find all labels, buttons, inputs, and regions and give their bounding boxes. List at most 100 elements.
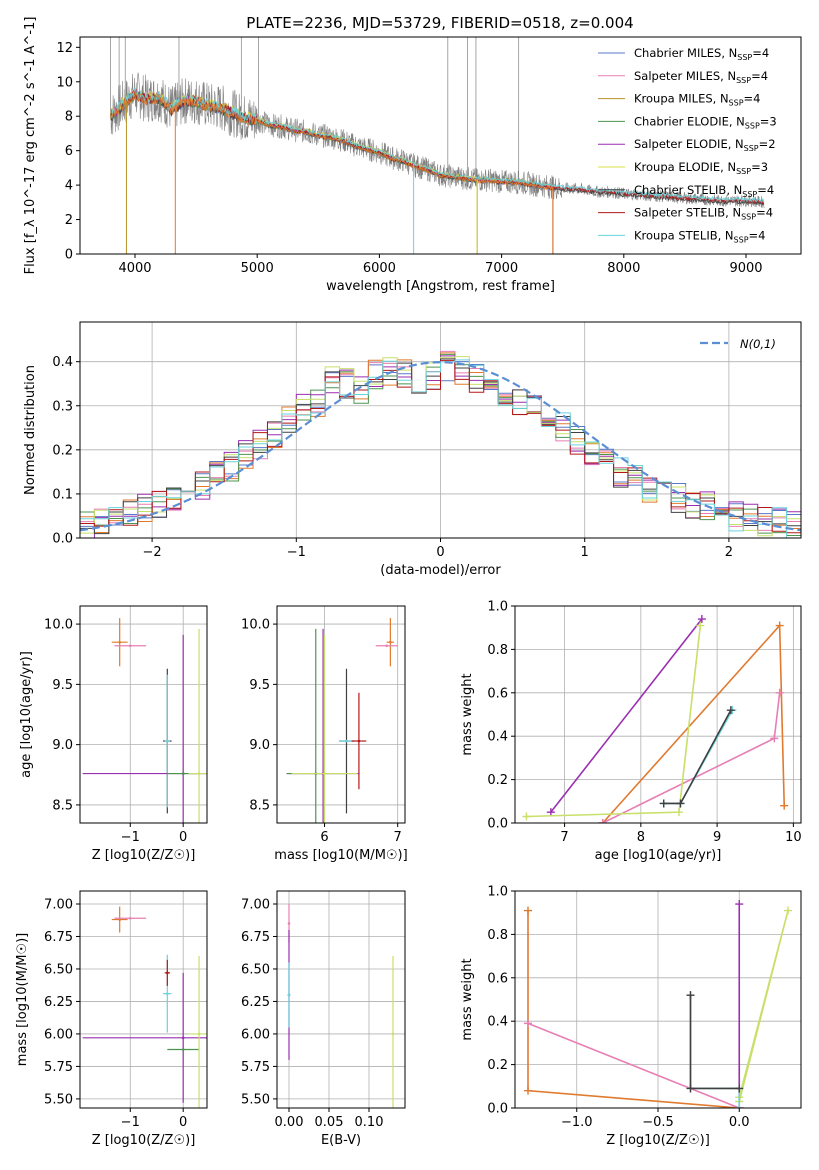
spectrum-panel: 4000 5000 6000 7000 8000 9000 0 2 4 6 8 10 12 Chabrie… bbox=[23, 17, 802, 294]
y-tick-label: 1.0 bbox=[487, 600, 508, 615]
data-point bbox=[197, 772, 201, 775]
x-tick-label: −2 bbox=[143, 545, 162, 560]
x-tick-label: 5000 bbox=[241, 261, 274, 276]
y-tick-label: 0.0 bbox=[487, 817, 508, 832]
x-axis-label: Z [log10(Z/Z☉)] bbox=[92, 848, 196, 863]
y-tick-label: 5.75 bbox=[241, 1060, 270, 1075]
mass-weight-line bbox=[550, 618, 703, 813]
grid-lines bbox=[80, 891, 207, 1108]
data-point bbox=[128, 644, 132, 648]
x-tick-label: 4000 bbox=[118, 261, 151, 276]
mass-weight-line bbox=[738, 910, 789, 1102]
mass-weight-line bbox=[602, 623, 786, 823]
x-tick-label: 7 bbox=[394, 830, 402, 845]
legend-entry: Salpeter STELIB, NSSP=4 bbox=[634, 206, 773, 222]
y-tick-label: 0.0 bbox=[52, 532, 73, 547]
massweight-vs-Z-panel: −1.0 −0.5 0.0 0.0 0.2 0.4 0.6 0.8 1.0 Z [log10(Z/… bbox=[460, 885, 802, 1148]
x-axis-label: wavelength [Angstrom, rest frame] bbox=[326, 279, 555, 294]
y-tick-label: 4 bbox=[65, 179, 73, 194]
mass-vs-EBV-panel: 0.00 0.05 0.10 5.50 5.75 6.00 6.25 6.50 6.75 7.00… bbox=[241, 890, 406, 1148]
plot-area bbox=[110, 37, 765, 254]
mass-weight-marker bbox=[696, 621, 705, 630]
y-tick-label: 6 bbox=[65, 144, 73, 159]
plot-area bbox=[82, 618, 207, 823]
mass-weight-marker bbox=[524, 906, 532, 915]
y-tick-label: 0.6 bbox=[487, 686, 508, 701]
gaussian-legend-label: N(0,1) bbox=[740, 337, 776, 351]
mass-weight-line bbox=[663, 709, 734, 805]
y-axis-label: Normed distribution bbox=[23, 365, 38, 495]
y-axis-label: mass weight bbox=[460, 958, 475, 1040]
y-tick-label: 8.5 bbox=[52, 798, 73, 813]
mass-weight-marker bbox=[775, 688, 784, 697]
legend-entry: Salpeter MILES, NSSP=4 bbox=[634, 69, 768, 85]
mass-weight-line bbox=[663, 709, 732, 805]
x-tick-label: 0.05 bbox=[315, 1115, 344, 1130]
y-tick-label: 0.4 bbox=[52, 355, 73, 370]
y-tick-label: 6.00 bbox=[241, 1027, 270, 1042]
x-tick-label: 9 bbox=[713, 830, 721, 845]
mass-weight-marker bbox=[770, 734, 779, 743]
mass-weight-marker bbox=[676, 799, 685, 808]
mass-weight-marker bbox=[784, 906, 792, 915]
y-tick-label: 9.0 bbox=[52, 738, 73, 753]
y-tick-label: 6.75 bbox=[44, 930, 73, 945]
plot-area bbox=[80, 350, 801, 538]
y-tick-label: 0 bbox=[65, 248, 73, 263]
x-tick-label: 0.00 bbox=[275, 1115, 304, 1130]
y-tick-label: 6.50 bbox=[241, 962, 270, 977]
x-tick-label: 1 bbox=[581, 545, 589, 560]
data-point bbox=[389, 640, 392, 644]
x-axis-label: Z [log10(Z/Z☉)] bbox=[92, 1133, 196, 1148]
mass-weight-line bbox=[527, 1022, 740, 1108]
mass-weight-marker bbox=[686, 991, 695, 1000]
legend-entry: Kroupa STELIB, NSSP=4 bbox=[634, 228, 765, 244]
data-point bbox=[128, 916, 132, 920]
x-axis-label: age [log10(age/yr)] bbox=[595, 848, 722, 863]
data-point bbox=[357, 739, 361, 743]
y-tick-label: 0.2 bbox=[52, 443, 73, 458]
x-tick-label: 0.0 bbox=[729, 1115, 750, 1130]
x-tick-label: −1.0 bbox=[561, 1115, 593, 1130]
massweight-vs-age-panel: 7 8 9 10 0.0 0.2 0.4 0.6 0.8 1.0 age [log10(age/yr… bbox=[460, 600, 802, 864]
y-tick-label: 5.50 bbox=[241, 1092, 270, 1107]
y-tick-label: 10.0 bbox=[241, 618, 270, 633]
age-vs-mass-panel: 6 7 8.5 9.0 9.5 10.0 mass [log10(M/M☉)] bbox=[241, 605, 408, 863]
y-tick-label: 0.2 bbox=[487, 1058, 508, 1073]
y-tick-label: 0.0 bbox=[487, 1102, 508, 1117]
x-tick-label: −1 bbox=[287, 545, 306, 560]
y-tick-label: 0.6 bbox=[487, 971, 508, 986]
y-tick-label: 12 bbox=[56, 41, 73, 56]
axes-frame bbox=[276, 890, 406, 1109]
data-point bbox=[323, 772, 326, 775]
mass-weight-marker bbox=[735, 1104, 744, 1108]
x-tick-label: 6 bbox=[320, 830, 328, 845]
plot-area bbox=[522, 615, 789, 823]
data-point bbox=[181, 1048, 185, 1051]
y-tick-label: 7.00 bbox=[241, 897, 270, 912]
y-tick-label: 9.0 bbox=[249, 738, 270, 753]
y-tick-label: 6.25 bbox=[44, 995, 73, 1010]
x-tick-label: 2 bbox=[725, 545, 733, 560]
mass-weight-marker bbox=[686, 1084, 695, 1093]
mass-weight-marker bbox=[780, 801, 789, 810]
mass-weight-line bbox=[689, 995, 740, 1090]
axes-frame bbox=[79, 605, 208, 824]
axes-frame bbox=[276, 605, 406, 824]
x-tick-label: 0.10 bbox=[355, 1115, 384, 1130]
y-tick-label: 7.00 bbox=[44, 897, 73, 912]
y-tick-label: 0.4 bbox=[487, 730, 508, 745]
mass-weight-marker bbox=[697, 615, 706, 624]
x-tick-label: 7000 bbox=[485, 261, 518, 276]
x-tick-label: 8 bbox=[637, 830, 645, 845]
axes-frame bbox=[79, 36, 802, 255]
y-tick-label: 8 bbox=[65, 110, 73, 125]
data-point bbox=[118, 918, 121, 921]
x-tick-label: 0 bbox=[436, 545, 444, 560]
legend-entry: Chabrier ELODIE, NSSP=3 bbox=[634, 114, 777, 130]
plot-area bbox=[82, 906, 207, 1108]
y-tick-label: 6.25 bbox=[241, 995, 270, 1010]
data-point bbox=[166, 971, 169, 975]
age-vs-Z-panel: −1 0 8.5 9.0 9.5 10.0 Z [log10(Z/Z☉)] age [log1… bbox=[19, 605, 208, 863]
